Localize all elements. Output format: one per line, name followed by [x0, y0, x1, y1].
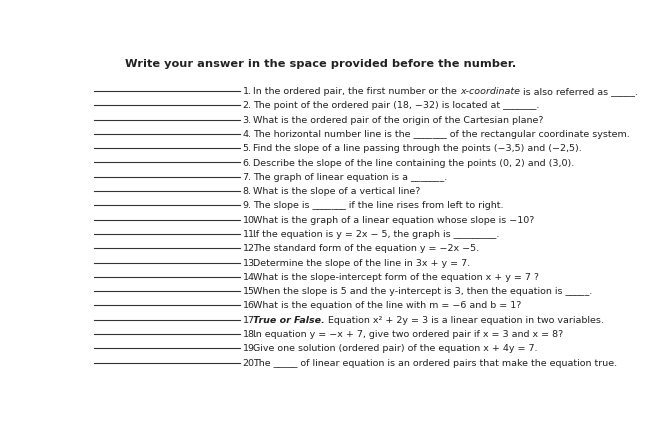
Text: When the slope is 5 and the y-intercept is 3, then the equation is _____.: When the slope is 5 and the y-intercept … — [253, 287, 592, 296]
Text: 3.: 3. — [242, 116, 252, 124]
Text: The _____ of linear equation is an ordered pairs that make the equation true.: The _____ of linear equation is an order… — [253, 359, 617, 368]
Text: 4.: 4. — [242, 130, 252, 139]
Text: The horizontal number line is the _______ of the rectangular coordinate system.: The horizontal number line is the ______… — [253, 130, 629, 139]
Text: 16.: 16. — [242, 301, 258, 311]
Text: What is the slope-intercept form of the equation x + y = 7 ?: What is the slope-intercept form of the … — [253, 273, 539, 282]
Text: 15.: 15. — [242, 287, 258, 296]
Text: The point of the ordered pair (18, −32) is located at _______.: The point of the ordered pair (18, −32) … — [253, 101, 539, 110]
Text: The slope is _______ if the line rises from left to right.: The slope is _______ if the line rises f… — [253, 201, 503, 211]
Text: 13.: 13. — [242, 259, 258, 268]
Text: 2.: 2. — [242, 101, 252, 110]
Text: 17.: 17. — [242, 316, 258, 325]
Text: Equation x² + 2y = 3 is a linear equation in two variables.: Equation x² + 2y = 3 is a linear equatio… — [325, 316, 603, 325]
Text: 14.: 14. — [242, 273, 258, 282]
Text: Find the slope of a line passing through the points (−3,5) and (−2,5).: Find the slope of a line passing through… — [253, 144, 582, 153]
Text: Give one solution (ordered pair) of the equation x + 4y = 7.: Give one solution (ordered pair) of the … — [253, 344, 537, 353]
Text: What is the equation of the line with m = −6 and b = 1?: What is the equation of the line with m … — [253, 301, 521, 311]
Text: What is the slope of a vertical line?: What is the slope of a vertical line? — [253, 187, 420, 196]
Text: In equation y = −x + 7, give two ordered pair if x = 3 and x = 8?: In equation y = −x + 7, give two ordered… — [253, 330, 563, 339]
Text: 12.: 12. — [242, 244, 258, 253]
Text: The graph of linear equation is a _______.: The graph of linear equation is a ______… — [253, 173, 447, 182]
Text: Determine the slope of the line in 3x + y = 7.: Determine the slope of the line in 3x + … — [253, 259, 470, 268]
Text: x-coordinate: x-coordinate — [460, 87, 520, 96]
Text: 18.: 18. — [242, 330, 258, 339]
Text: 5.: 5. — [242, 144, 252, 153]
Text: Describe the slope of the line containing the points (0, 2) and (3,0).: Describe the slope of the line containin… — [253, 159, 574, 168]
Text: 8.: 8. — [242, 187, 252, 196]
Text: 10.: 10. — [242, 216, 258, 225]
Text: 11.: 11. — [242, 230, 258, 239]
Text: What is the graph of a linear equation whose slope is −10?: What is the graph of a linear equation w… — [253, 216, 534, 225]
Text: is also referred as _____.: is also referred as _____. — [520, 87, 637, 96]
Text: 6.: 6. — [242, 159, 252, 168]
Text: 9.: 9. — [242, 201, 252, 211]
Text: Write your answer in the space provided before the number.: Write your answer in the space provided … — [125, 59, 517, 69]
Text: 7.: 7. — [242, 173, 252, 182]
Text: What is the ordered pair of the origin of the Cartesian plane?: What is the ordered pair of the origin o… — [253, 116, 544, 124]
Text: 20.: 20. — [242, 359, 258, 368]
Text: The standard form of the equation y = −2x −5.: The standard form of the equation y = −2… — [253, 244, 479, 253]
Text: True or False.: True or False. — [253, 316, 325, 325]
Text: If the equation is y = 2x − 5, the graph is _________.: If the equation is y = 2x − 5, the graph… — [253, 230, 499, 239]
Text: 19.: 19. — [242, 344, 258, 353]
Text: 1.: 1. — [242, 87, 252, 96]
Text: In the ordered pair, the first number or the: In the ordered pair, the first number or… — [253, 87, 460, 96]
